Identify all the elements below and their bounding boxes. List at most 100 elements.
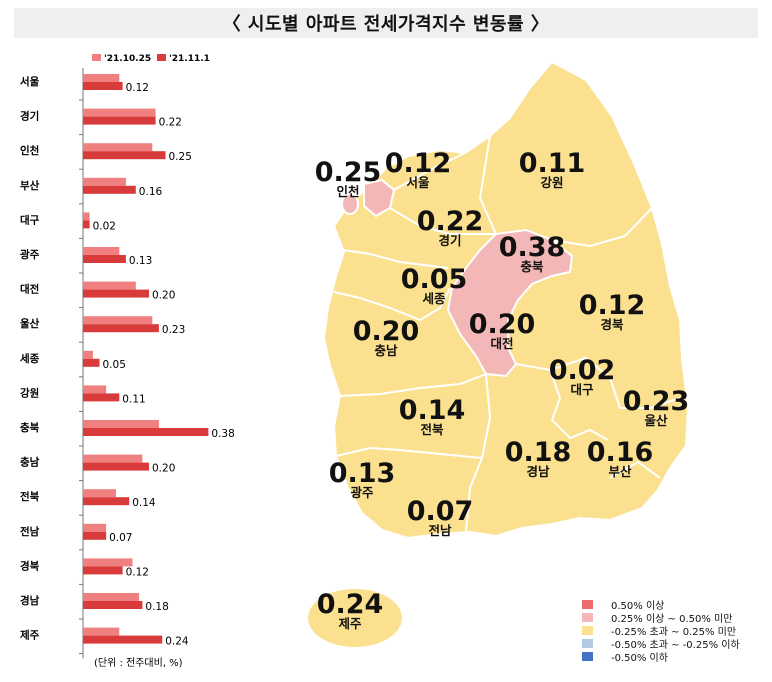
y-tick-label: 전북 — [20, 490, 40, 503]
map-region-jeju — [306, 587, 404, 649]
data-label: 0.20 — [152, 463, 175, 475]
bar-this-week — [83, 185, 136, 194]
map-value-0: 0.25 — [315, 157, 382, 188]
map-region-name-1: 서울 — [406, 175, 430, 190]
y-tick-label: 충북 — [20, 421, 40, 434]
map-value-7: 0.20 — [353, 316, 420, 347]
bar-prev-week — [83, 489, 116, 498]
y-tick-label: 인천 — [20, 144, 39, 157]
map-value-15: 0.07 — [407, 496, 474, 527]
bar-this-week — [83, 462, 149, 471]
bar-prev-week — [83, 177, 126, 186]
map-region-name-8: 대전 — [490, 336, 513, 351]
legend-swatch-this — [157, 54, 166, 61]
map-legend-item: -0.50% 초과 ~ -0.25% 이하 — [582, 637, 740, 651]
data-label: 0.24 — [165, 636, 189, 648]
map-region-chungbuk — [446, 228, 574, 378]
map-region-name-7: 충남 — [374, 343, 398, 358]
map-legend-item: 0.50% 이상 — [582, 598, 740, 612]
map-borders — [329, 135, 681, 533]
bar-prev-week — [83, 212, 90, 221]
data-label: 0.02 — [93, 220, 116, 232]
map-legend-swatch — [582, 639, 593, 648]
map-value-8: 0.20 — [469, 309, 536, 340]
data-label: 0.11 — [122, 393, 145, 405]
bar-this-week — [83, 428, 209, 436]
bar-this-week — [83, 358, 100, 367]
bar-this-week — [83, 497, 130, 506]
bar-this-week — [83, 255, 126, 263]
bar-prev-week — [83, 454, 143, 463]
data-label: 0.13 — [129, 255, 152, 267]
map-legend-label: -0.50% 초과 ~ -0.25% 이하 — [611, 640, 740, 651]
map-value-2: 0.11 — [519, 148, 586, 179]
map-value-3: 0.22 — [417, 206, 484, 237]
map-legend-swatch — [582, 626, 593, 635]
map-region-name-0: 인천 — [336, 184, 359, 199]
bar-this-week — [83, 393, 120, 402]
bar-prev-week — [83, 247, 120, 255]
map-region-name-4: 충북 — [520, 259, 544, 274]
bar-prev-week — [83, 316, 153, 325]
y-tick-label: 충남 — [20, 456, 40, 469]
map-value-6: 0.12 — [579, 290, 646, 321]
bar-prev-week — [83, 385, 107, 394]
bar-this-week — [83, 82, 123, 90]
map-legend-swatch — [582, 613, 593, 622]
data-label: 0.12 — [126, 566, 149, 578]
map-region-name-14: 광주 — [350, 485, 374, 500]
bar-chart: '21.10.25 '21.11.1 서울 0.12 경기 0.22 인천 0.25 부산 0.1… — [20, 54, 235, 669]
bar-prev-week — [83, 523, 107, 532]
map-value-9: 0.02 — [549, 355, 616, 386]
y-tick-label: 강원 — [20, 386, 39, 399]
map-value-4: 0.38 — [499, 232, 566, 263]
bar-prev-week — [83, 281, 136, 290]
bar-this-week — [83, 289, 149, 298]
data-label: 0.18 — [145, 601, 168, 613]
data-label: 0.23 — [162, 324, 185, 336]
map-legend-label: 0.25% 이상 ~ 0.50% 미만 — [611, 614, 733, 625]
data-label: 0.07 — [109, 532, 132, 544]
data-label: 0.25 — [169, 151, 192, 163]
bar-this-week — [83, 116, 156, 125]
map-value-16: 0.24 — [317, 589, 384, 620]
data-label: 0.20 — [152, 290, 175, 302]
bar-this-week — [83, 566, 123, 575]
data-label: 0.22 — [159, 117, 182, 129]
map-region-name-6: 경북 — [600, 317, 624, 332]
map-legend-swatch — [582, 652, 593, 661]
bar-prev-week — [83, 350, 93, 359]
y-tick-label: 대전 — [20, 283, 39, 296]
bar-prev-week — [83, 108, 156, 117]
bar-this-week — [83, 531, 107, 540]
map-region-name-3: 경기 — [438, 233, 461, 248]
legend-swatch-prev — [92, 54, 101, 61]
bar-this-week — [83, 635, 163, 644]
legend-label-this: '21.11.1 — [169, 54, 210, 64]
bar-this-week — [83, 220, 90, 229]
map-value-13: 0.16 — [587, 437, 654, 468]
data-label: 0.16 — [139, 186, 163, 198]
map-region-name-11: 전북 — [420, 422, 444, 437]
bar-this-week — [83, 324, 159, 333]
map-legend: 0.50% 이상 0.25% 이상 ~ 0.50% 미만 -0.25% 초과 ~… — [582, 598, 740, 664]
y-tick-label: 울산 — [20, 317, 40, 330]
y-tick-label: 경북 — [20, 559, 40, 572]
bar-prev-week — [83, 558, 133, 567]
y-tick-label: 부산 — [20, 179, 40, 192]
data-label: 0.38 — [211, 428, 234, 440]
map-value-5: 0.05 — [401, 264, 468, 295]
map-value-14: 0.13 — [329, 458, 396, 489]
y-tick-label: 세종 — [20, 352, 40, 365]
y-tick-label: 제주 — [20, 629, 40, 642]
map-region-name-10: 울산 — [644, 413, 668, 428]
data-label: 0.05 — [103, 359, 126, 371]
map-legend-swatch — [582, 600, 593, 609]
bar-prev-week — [83, 420, 159, 428]
map-value-11: 0.14 — [399, 395, 466, 426]
map-region-name-9: 대구 — [570, 382, 594, 397]
y-tick-label: 대구 — [20, 213, 40, 226]
map-value-10: 0.23 — [623, 386, 690, 417]
